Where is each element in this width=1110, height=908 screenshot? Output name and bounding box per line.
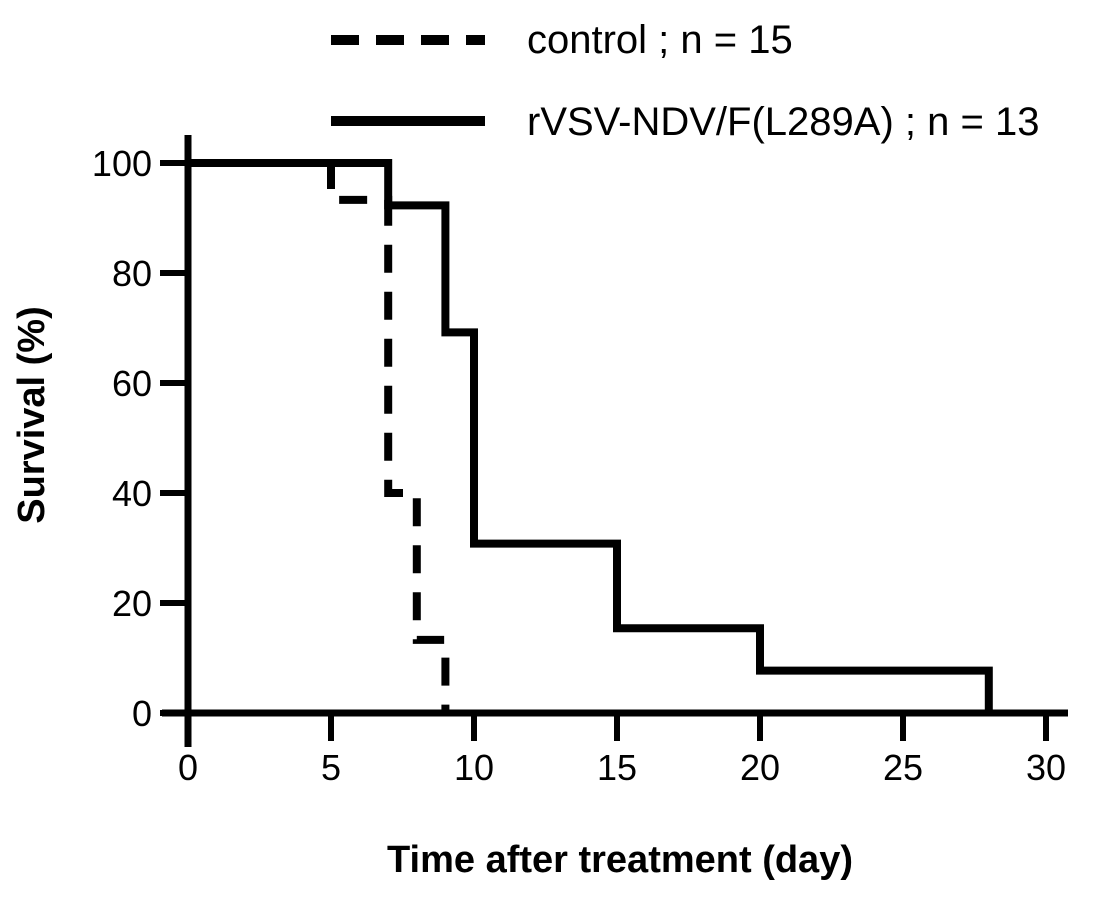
series-curves [188, 159, 993, 713]
legend-item-treatment: rVSV-NDV/F(L289A) ; n = 13 [331, 100, 1039, 144]
series-line-control [188, 159, 450, 713]
legend-label-control: control ; n = 15 [527, 18, 793, 62]
y-tick-label: 100 [92, 143, 152, 184]
x-tick-label: 20 [740, 747, 780, 788]
x-tick-label: 15 [597, 747, 637, 788]
x-tick-label: 10 [454, 747, 494, 788]
axes: 0 5 10 15 20 25 30 0 20 40 60 80 100 [92, 135, 1068, 788]
x-tick-label: 30 [1026, 747, 1066, 788]
x-tick-label: 0 [178, 747, 198, 788]
y-tick-label: 20 [112, 583, 152, 624]
y-tick-label: 60 [112, 363, 152, 404]
x-axis-title: Time after treatment (day) [387, 839, 853, 881]
legend-item-control: control ; n = 15 [331, 18, 793, 62]
x-tick-label: 25 [883, 747, 923, 788]
y-tick-label: 0 [132, 693, 152, 734]
legend-label-treatment: rVSV-NDV/F(L289A) ; n = 13 [527, 100, 1039, 144]
y-tick-label: 40 [112, 473, 152, 514]
y-tick-label: 80 [112, 253, 152, 294]
y-axis-title: Survival (%) [11, 306, 53, 524]
series-line-treatment [188, 159, 993, 713]
legend: control ; n = 15 rVSV-NDV/F(L289A) ; n =… [331, 18, 1039, 144]
x-tick-label: 5 [321, 747, 341, 788]
